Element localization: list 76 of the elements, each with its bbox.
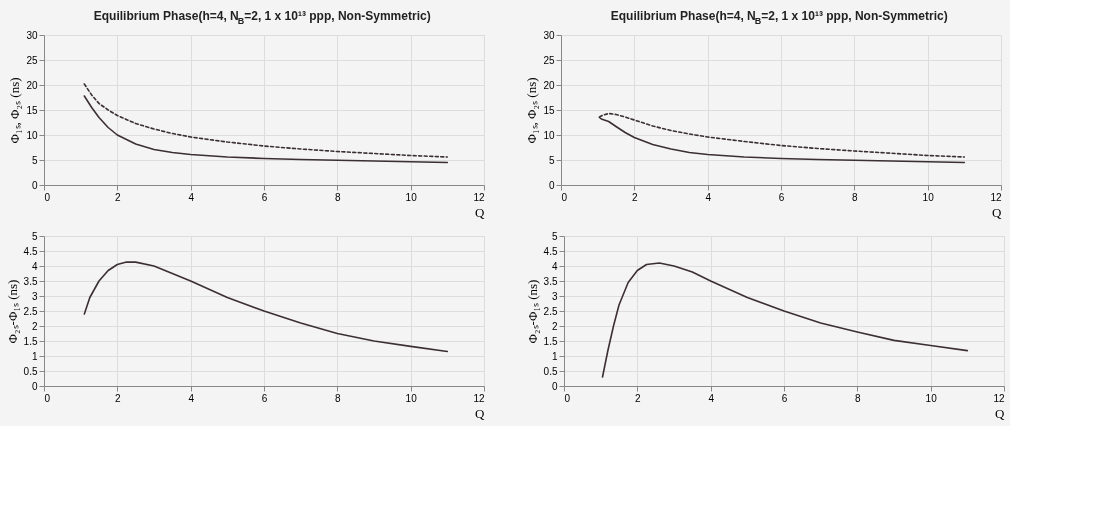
y-tick-label: 2: [551, 320, 558, 332]
x-tick-label: 10: [925, 392, 938, 404]
x-tick-label: 2: [635, 392, 642, 404]
y-tick-label: 2.5: [23, 305, 38, 317]
x-axis-title: Q: [992, 204, 1003, 220]
x-tick-label: 4: [188, 191, 195, 203]
y-tick-label: 0.5: [543, 365, 558, 377]
y-tick-label: 10: [26, 129, 38, 141]
y-tick-label: 30: [26, 29, 38, 41]
x-axis-title: Q: [475, 405, 486, 421]
x-tick-label: 12: [473, 392, 485, 404]
y-tick-label: 4.5: [543, 245, 558, 257]
y-axis-title: Φ₁ₛ, Φ₂ₛ (ns): [524, 77, 540, 144]
y-tick-label: 2.5: [543, 305, 558, 317]
x-tick-label: 12: [990, 191, 1002, 203]
x-tick-label: 6: [778, 191, 785, 203]
y-tick-label: 25: [543, 54, 555, 66]
y-axis-title: Φ₂ₛ-Φ₁ₛ (ns): [524, 279, 540, 344]
y-tick-label: 20: [26, 79, 38, 91]
y-tick-label: 5: [31, 230, 38, 242]
x-tick-label: 8: [335, 392, 342, 404]
x-tick-label: 10: [405, 392, 418, 404]
y-tick-label: 4: [551, 260, 558, 272]
y-tick-label: 2: [31, 320, 38, 332]
x-axis-title: Q: [995, 405, 1006, 421]
y-tick-label: 0.5: [23, 365, 38, 377]
y-tick-label: 1: [551, 350, 558, 362]
y-tick-label: 4.5: [23, 245, 38, 257]
x-tick-label: 2: [115, 392, 122, 404]
line-series: [83, 95, 449, 164]
x-tick-label: 8: [855, 392, 862, 404]
x-tick-label: 6: [261, 392, 268, 404]
x-tick-label: 4: [705, 191, 712, 203]
y-tick-label: 20: [543, 79, 555, 91]
y-tick-label: 3.5: [23, 275, 38, 287]
x-tick-label: 8: [335, 191, 342, 203]
x-tick-label: 4: [188, 392, 195, 404]
y-tick-label: 5: [31, 154, 38, 166]
y-tick-label: 3.5: [543, 275, 558, 287]
y-tick-label: 5: [551, 230, 558, 242]
y-tick-label: 1.5: [543, 335, 558, 347]
x-tick-label: 0: [564, 392, 571, 404]
x-tick-label: 2: [632, 191, 639, 203]
y-tick-label: 1.5: [23, 335, 38, 347]
y-tick-label: 4: [31, 260, 38, 272]
x-tick-label: 12: [473, 191, 485, 203]
x-axis-title: Q: [475, 204, 486, 220]
y-tick-label: 1: [31, 350, 38, 362]
x-tick-label: 0: [44, 392, 51, 404]
y-tick-label: 0: [551, 380, 558, 392]
y-tick-label: 3: [551, 290, 558, 302]
x-tick-label: 0: [561, 191, 568, 203]
y-tick-label: 10: [543, 129, 555, 141]
line-series: [83, 261, 449, 353]
y-tick-label: 15: [543, 104, 555, 116]
y-tick-label: 0: [548, 179, 555, 191]
x-tick-label: 6: [261, 191, 268, 203]
x-tick-label: 0: [44, 191, 51, 203]
y-tick-label: 5: [548, 154, 555, 166]
y-axis-title: Φ₁ₛ, Φ₂ₛ (ns): [7, 77, 23, 144]
y-tick-label: 0: [31, 380, 38, 392]
y-tick-label: 15: [26, 104, 38, 116]
y-tick-label: 0: [31, 179, 38, 191]
x-tick-label: 12: [993, 392, 1005, 404]
line-series: [601, 262, 969, 378]
y-tick-label: 3: [31, 290, 38, 302]
y-tick-label: 25: [26, 54, 38, 66]
x-tick-label: 2: [115, 191, 122, 203]
x-tick-label: 8: [852, 191, 859, 203]
y-tick-label: 30: [543, 29, 555, 41]
y-axis-title: Φ₂ₛ-Φ₁ₛ (ns): [4, 279, 20, 344]
x-tick-label: 6: [781, 392, 788, 404]
x-tick-label: 4: [708, 392, 715, 404]
x-tick-label: 10: [922, 191, 935, 203]
line-series: [83, 83, 449, 158]
x-tick-label: 10: [405, 191, 418, 203]
